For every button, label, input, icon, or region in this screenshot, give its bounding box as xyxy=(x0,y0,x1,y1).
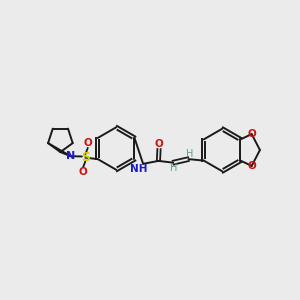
Text: O: O xyxy=(154,140,164,149)
Text: O: O xyxy=(247,161,256,172)
Text: NH: NH xyxy=(130,164,147,173)
Text: O: O xyxy=(84,138,93,148)
Text: S: S xyxy=(81,151,90,164)
Text: N: N xyxy=(66,151,75,160)
Text: O: O xyxy=(247,128,256,139)
Text: H: H xyxy=(186,148,193,158)
Text: H: H xyxy=(170,163,178,173)
Text: O: O xyxy=(78,167,87,177)
